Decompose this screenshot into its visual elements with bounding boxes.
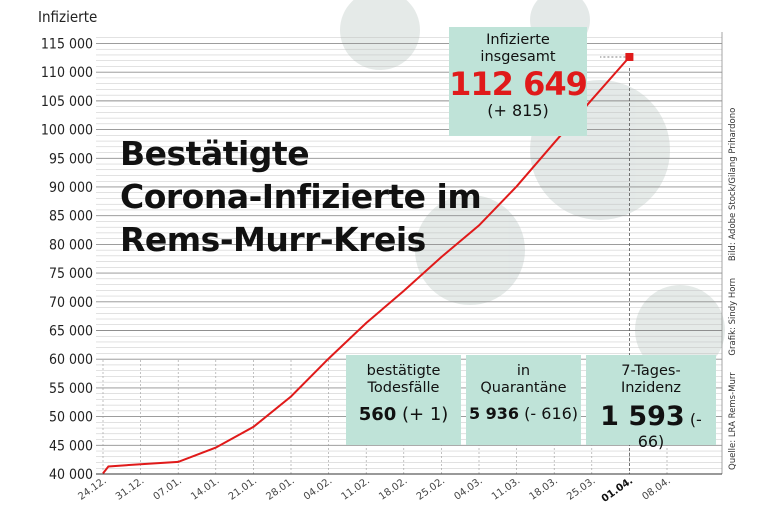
y-axis-label: Infizierte [38, 8, 97, 26]
x-tick-label: 11.03. [490, 475, 522, 502]
series [102, 52, 634, 475]
credits: Quelle: LRA Rems-Murr Grafik: Sindy Horn… [728, 107, 738, 470]
y-tick-label: 85 000 [49, 209, 93, 225]
quarantine-change: (- 616) [524, 404, 579, 423]
deaths-value: 560 [358, 404, 397, 425]
x-tick-label: 18.03. [528, 475, 560, 502]
title-line-1: Bestätigte [120, 134, 310, 173]
credit-graphic: Grafik: Sindy Horn [728, 277, 738, 356]
incidence-change: (- 66) [637, 410, 702, 451]
total-change: (+ 815) [487, 101, 549, 120]
deaths-label-1: bestätigte [366, 363, 441, 379]
x-tick-label: 25.03. [565, 475, 597, 502]
x-tick-label: 07.01. [152, 475, 184, 502]
y-tick-label: 50 000 [49, 410, 93, 426]
y-tick-label: 40 000 [49, 467, 93, 483]
quarantine-value: 5 936 [468, 404, 520, 423]
x-tick-label: 08.04. [640, 475, 672, 502]
title-line-2: Corona-Infizierte im [120, 177, 482, 216]
y-tick-label: 105 000 [41, 94, 93, 110]
quarantine-box: in Quarantäne 5 936 (- 616) [466, 355, 581, 445]
y-tick-label: 75 000 [49, 266, 93, 282]
y-tick-label: 95 000 [49, 151, 93, 167]
x-tick-label: 04.02. [302, 475, 334, 502]
deaths-box: bestätigte Todesfälle 560 (+ 1) [346, 355, 461, 445]
incidence-label-2: Inzidenz [620, 380, 682, 396]
x-tick-label: 31.12. [114, 475, 146, 502]
y-tick-label: 70 000 [49, 295, 93, 311]
y-tick-label: 55 000 [49, 381, 93, 397]
x-tick-label: 25.02. [415, 475, 447, 502]
series-line [102, 56, 631, 475]
deaths-label-2: Todesfälle [367, 380, 440, 396]
chart-title: Bestätigte Corona-Infizierte im Rems-Mur… [120, 132, 482, 261]
x-tick-label: 14.01. [189, 475, 221, 502]
title-line-3: Rems-Murr-Kreis [120, 220, 426, 259]
x-tick-label: 11.02. [340, 475, 372, 502]
incidence-label-1: 7-Tages- [621, 363, 681, 379]
y-tick-label: 110 000 [41, 65, 93, 81]
quarantine-label-2: Quarantäne [480, 380, 567, 396]
total-label-1: Infizierte [486, 32, 550, 48]
x-tick-label: 04.03. [452, 475, 484, 502]
y-tick-label: 90 000 [49, 180, 93, 196]
y-tick-label: 45 000 [49, 438, 93, 454]
y-tick-label: 80 000 [49, 237, 93, 253]
credit-image: Bild: Adobe Stock/Gilang Prihardono [728, 107, 738, 262]
incidence-box: 7-Tages- Inzidenz 1 593 (- 66) [586, 355, 716, 451]
credit-source: Quelle: LRA Rems-Murr [728, 372, 738, 470]
y-tick-label: 100 000 [41, 123, 93, 139]
incidence-value: 1 593 [600, 401, 685, 432]
deaths-change: (+ 1) [402, 404, 449, 425]
y-tick-label: 115 000 [41, 36, 93, 52]
y-axis: 40 000 45 000 50 000 55 000 60 000 65 000 70 0… [41, 36, 93, 483]
quarantine-label-1: in [516, 363, 531, 379]
x-tick-label: 01.04. [600, 475, 635, 504]
total-value: 112 649 [449, 65, 588, 103]
y-tick-label: 60 000 [49, 352, 93, 368]
total-infected-box: Infizierte insgesamt 112 649 (+ 815) [449, 27, 588, 136]
x-axis: 24.12. 31.12. 07.01. 14.01. 21.01. 28.01. 04.0… [76, 475, 672, 504]
x-tick-label: 21.01. [227, 475, 259, 502]
series-end-marker [625, 52, 634, 61]
x-tick-label: 18.02. [377, 475, 409, 502]
x-tick-label: 28.01. [264, 475, 296, 502]
y-tick-label: 65 000 [49, 323, 93, 339]
total-label-2: insgesamt [480, 49, 556, 65]
